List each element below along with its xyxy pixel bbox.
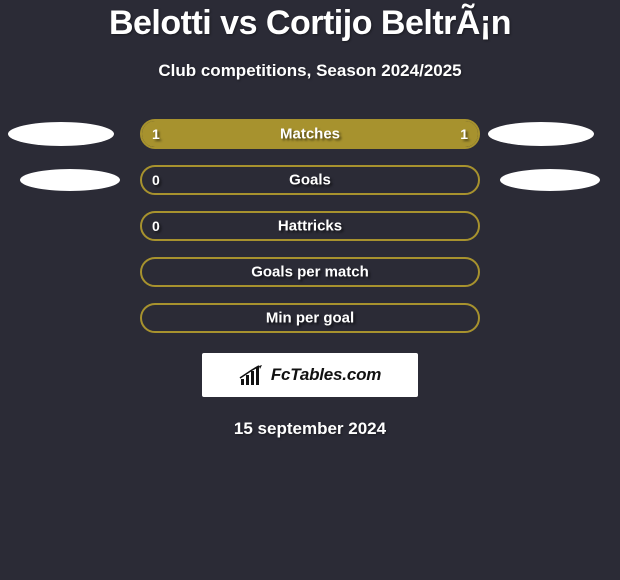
- stat-label: Goals per match: [251, 264, 369, 281]
- page-title: Belotti vs Cortijo BeltrÃ¡n: [0, 4, 620, 43]
- stat-row: 1 1 Matches: [0, 119, 620, 149]
- stat-label: Matches: [280, 126, 340, 143]
- stat-bar: Goals per match: [140, 257, 480, 287]
- player-right-marker: [488, 122, 594, 146]
- stat-row: 0 Goals: [0, 165, 620, 195]
- player-right-marker: [500, 169, 600, 191]
- stat-bar: Min per goal: [140, 303, 480, 333]
- comparison-widget: Belotti vs Cortijo BeltrÃ¡n Club competi…: [0, 0, 620, 439]
- stat-row: Min per goal: [0, 303, 620, 333]
- brand-box[interactable]: FcTables.com: [202, 353, 418, 397]
- brand-text: FcTables.com: [271, 365, 381, 385]
- stats-rows: 1 1 Matches 0 Goals 0 Hattricks Goals per match…: [0, 119, 620, 333]
- stat-bar: 0 Goals: [140, 165, 480, 195]
- stat-label: Hattricks: [278, 218, 342, 235]
- date-text: 15 september 2024: [0, 419, 620, 439]
- stat-label: Min per goal: [266, 310, 354, 327]
- stat-row: Goals per match: [0, 257, 620, 287]
- brand-chart-icon: [239, 365, 265, 385]
- player-left-marker: [20, 169, 120, 191]
- stat-value-left: 1: [152, 126, 160, 142]
- stat-value-right: 1: [460, 126, 468, 142]
- stat-bar: 0 Hattricks: [140, 211, 480, 241]
- subtitle: Club competitions, Season 2024/2025: [0, 61, 620, 81]
- player-left-marker: [8, 122, 114, 146]
- stat-value-left: 0: [152, 172, 160, 188]
- stat-row: 0 Hattricks: [0, 211, 620, 241]
- stat-value-left: 0: [152, 218, 160, 234]
- stat-bar: 1 1 Matches: [140, 119, 480, 149]
- stat-label: Goals: [289, 172, 331, 189]
